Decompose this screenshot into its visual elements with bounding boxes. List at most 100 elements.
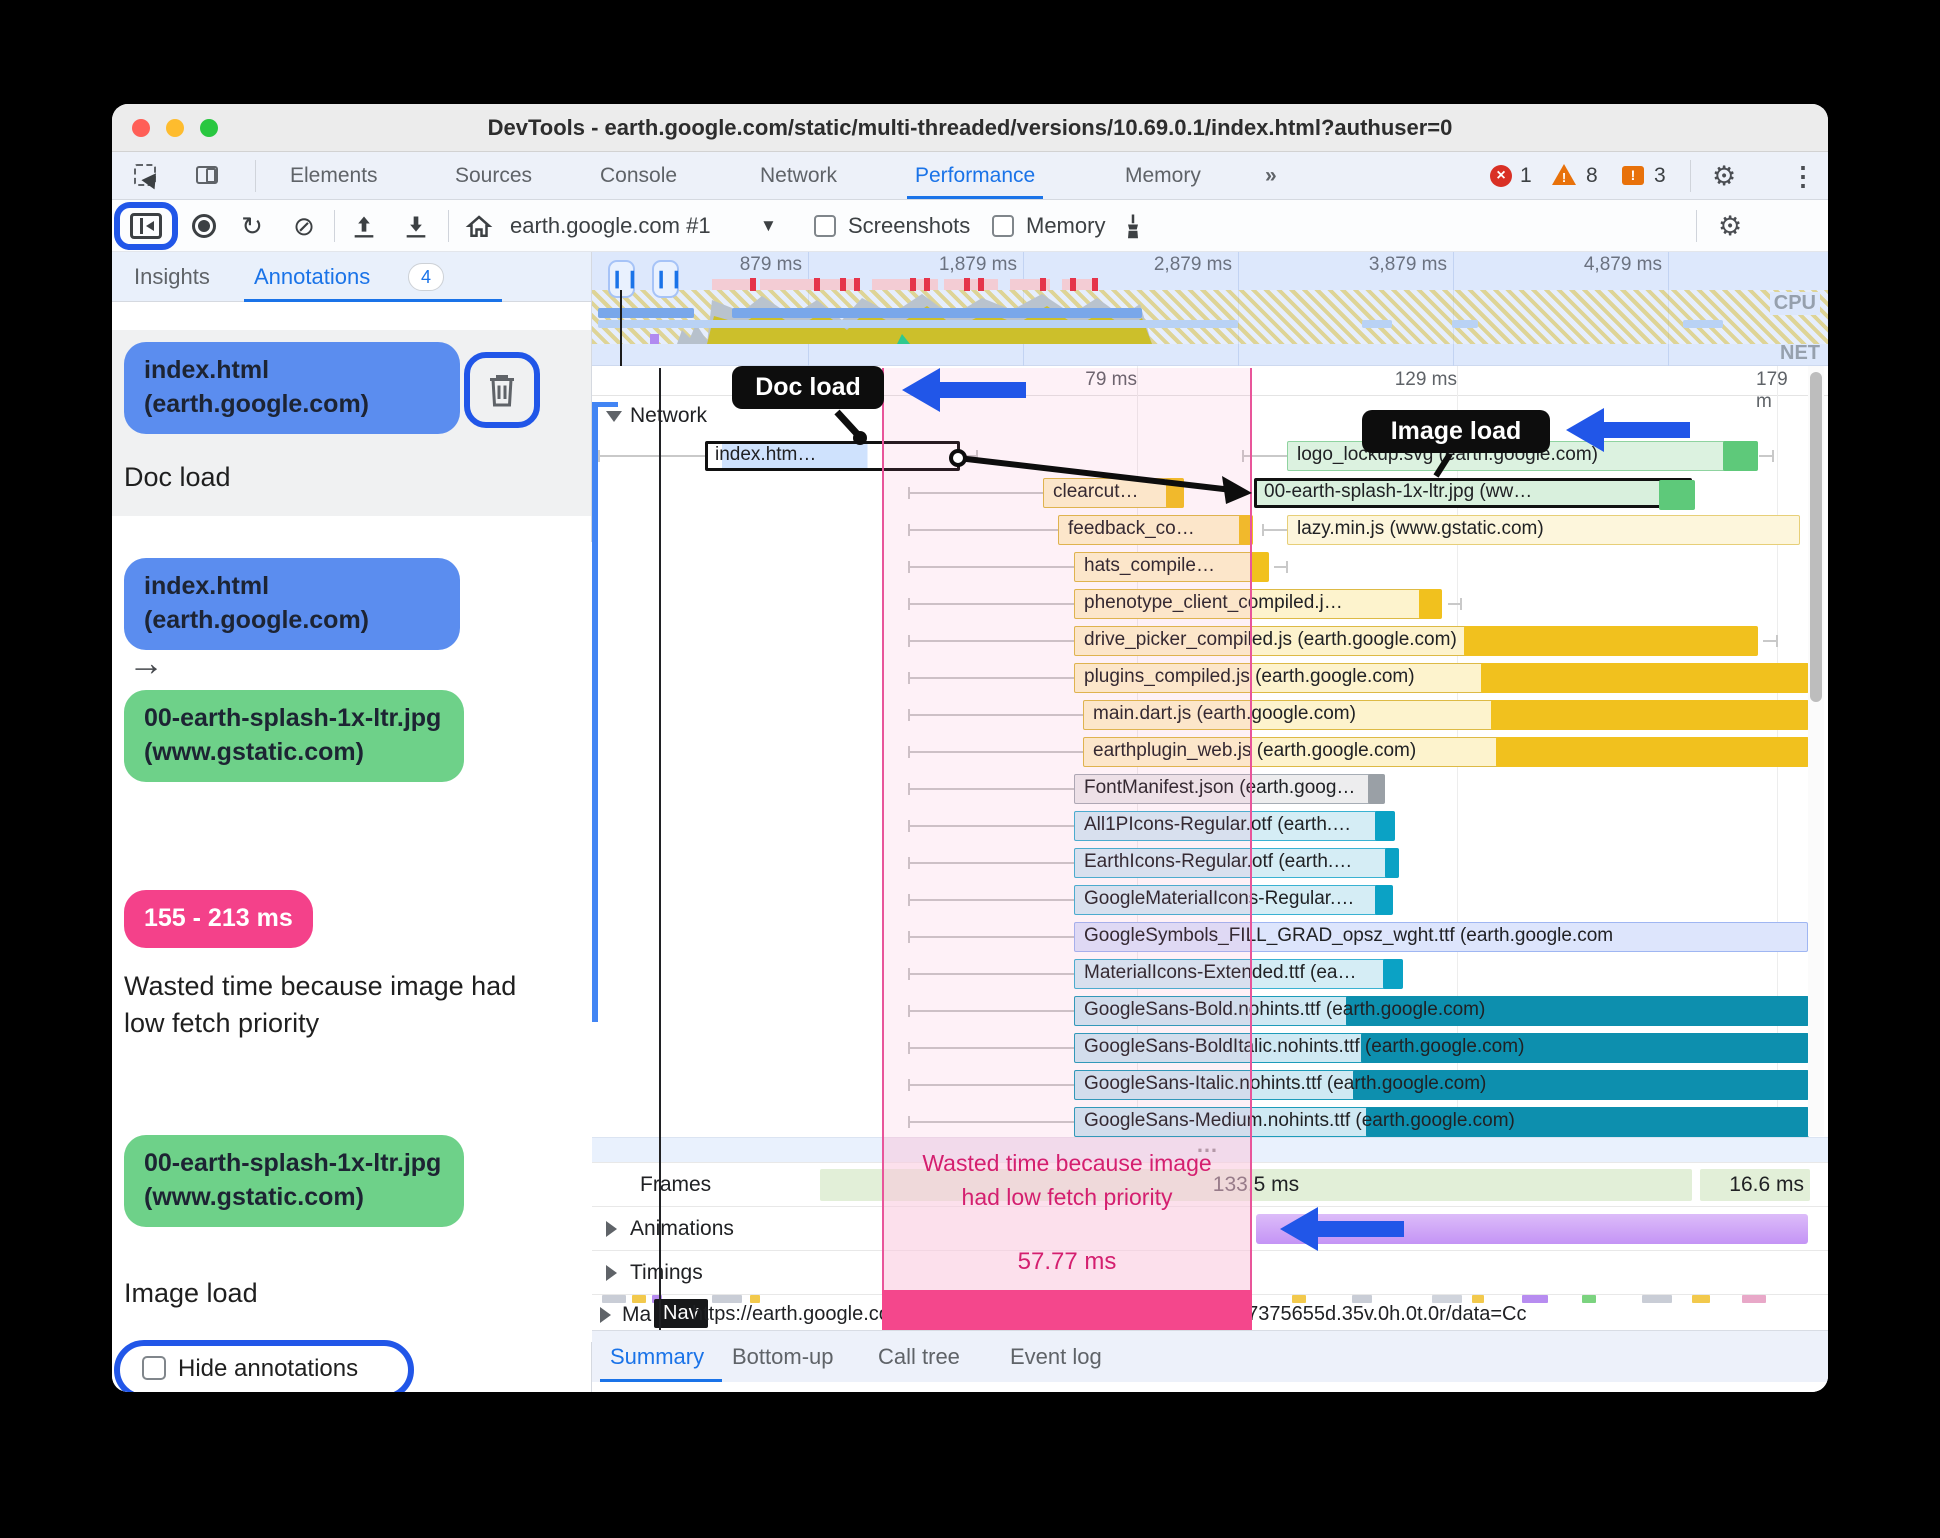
- network-request-row[interactable]: All1PIcons-Regular.otf (earth.…: [592, 808, 1828, 845]
- tab-performance[interactable]: Performance: [907, 152, 1044, 199]
- network-request-bar[interactable]: [1074, 625, 1758, 656]
- annotation-range-pill[interactable]: 155 - 213 ms: [124, 890, 313, 948]
- network-request-bar[interactable]: [1074, 1069, 1809, 1100]
- screenshots-checkbox[interactable]: [814, 215, 836, 237]
- network-request-bar[interactable]: [1074, 773, 1385, 804]
- network-request-bar[interactable]: [1074, 884, 1393, 915]
- annotation-entity-pill[interactable]: index.html (earth.google.com): [124, 342, 460, 434]
- tab-console[interactable]: Console: [600, 164, 678, 187]
- tab-elements[interactable]: Elements: [290, 164, 378, 187]
- network-request-bar[interactable]: [1083, 736, 1809, 767]
- more-tabs-icon[interactable]: »: [1265, 164, 1277, 187]
- network-request-row[interactable]: clearcut… 00-earth-splash-1x-ltr.jpg (ww…: [592, 475, 1828, 512]
- expand-triangle-icon[interactable]: [606, 1221, 617, 1237]
- network-request-bar[interactable]: [1074, 551, 1269, 582]
- network-request-bar[interactable]: [705, 441, 960, 471]
- request-download-segment: [1481, 662, 1809, 693]
- network-request-row[interactable]: phenotype_client_compiled.j…: [592, 586, 1828, 623]
- delete-annotation-icon[interactable]: [484, 370, 520, 410]
- warning-badge-icon[interactable]: [1552, 164, 1576, 185]
- annotation-link-to-pill[interactable]: 00-earth-splash-1x-ltr.jpg (www.gstatic.…: [124, 690, 464, 782]
- tab-bottom-up[interactable]: Bottom-up: [732, 1344, 834, 1369]
- record-button[interactable]: [192, 214, 216, 238]
- network-request-bar[interactable]: [1074, 588, 1442, 619]
- network-request-row[interactable]: main.dart.js (earth.google.com): [592, 697, 1828, 734]
- tab-annotations[interactable]: Annotations: [254, 264, 371, 289]
- target-selector-chevron-icon[interactable]: ▼: [760, 216, 777, 235]
- annotation-entry-range[interactable]: 155 - 213 ms Wasted time because image h…: [112, 872, 592, 1152]
- network-request-row[interactable]: GoogleSans-Medium.nohints.ttf (earth.goo…: [592, 1104, 1828, 1141]
- close-window-button[interactable]: [132, 119, 150, 137]
- network-request-bar[interactable]: [1074, 922, 1808, 952]
- network-track-header[interactable]: Network: [606, 404, 707, 428]
- doc-load-annotation-label[interactable]: Doc load: [732, 366, 884, 409]
- clear-icon[interactable]: ⊘: [293, 211, 315, 241]
- network-request-row[interactable]: FontManifest.json (earth.goog…: [592, 771, 1828, 808]
- home-icon[interactable]: [464, 212, 494, 242]
- network-request-row[interactable]: GoogleSans-BoldItalic.nohints.ttf (earth…: [592, 1030, 1828, 1067]
- animation-bar[interactable]: [1256, 1214, 1808, 1244]
- network-request-row[interactable]: earthplugin_web.js (earth.google.com): [592, 734, 1828, 771]
- network-request-bar[interactable]: [1074, 847, 1399, 878]
- network-request-row[interactable]: EarthIcons-Regular.otf (earth.…: [592, 845, 1828, 882]
- annotation-link-from-pill[interactable]: index.html (earth.google.com): [124, 558, 460, 650]
- request-whisker: [908, 894, 1074, 906]
- upload-profile-icon[interactable]: [350, 213, 378, 241]
- vertical-scrollbar[interactable]: [1808, 366, 1824, 1136]
- reload-record-icon[interactable]: ↻: [241, 211, 263, 241]
- network-request-bar[interactable]: [1287, 515, 1800, 545]
- tab-summary[interactable]: Summary: [610, 1344, 705, 1369]
- network-request-row[interactable]: GoogleSans-Italic.nohints.ttf (earth.goo…: [592, 1067, 1828, 1104]
- download-profile-icon[interactable]: [402, 213, 430, 241]
- network-request-row[interactable]: GoogleSans-Bold.nohints.ttf (earth.googl…: [592, 993, 1828, 1030]
- network-request-bar[interactable]: [1074, 958, 1403, 989]
- network-request-bar[interactable]: [1074, 1106, 1809, 1137]
- more-options-icon[interactable]: ⋮: [1790, 161, 1816, 191]
- memory-checkbox[interactable]: [992, 215, 1014, 237]
- network-request-row[interactable]: GoogleSymbols_FILL_GRAD_opsz_wght.ttf (e…: [592, 919, 1828, 956]
- annotation-entry-doc-load[interactable]: index.html (earth.google.com) Doc load: [112, 330, 591, 516]
- long-task-tick: [978, 278, 984, 291]
- expand-triangle-icon[interactable]: [606, 1265, 617, 1281]
- network-request-row[interactable]: plugins_compiled.js (earth.google.com): [592, 660, 1828, 697]
- annotation-entry-link[interactable]: index.html (earth.google.com) → 00-earth…: [112, 542, 592, 982]
- network-request-bar[interactable]: [1083, 699, 1809, 730]
- network-request-row[interactable]: GoogleMaterialIcons-Regular.…: [592, 882, 1828, 919]
- breadcrumb-pause-icon[interactable]: ❙❙: [652, 260, 684, 298]
- frame-duration-bar[interactable]: 16.6 ms: [1700, 1169, 1810, 1201]
- tab-memory[interactable]: Memory: [1125, 164, 1201, 187]
- network-request-row[interactable]: feedback_co… lazy.min.js (www.gstatic.com…: [592, 512, 1828, 549]
- network-request-bar[interactable]: [1058, 514, 1253, 545]
- toggle-sidebar-button[interactable]: [130, 213, 162, 239]
- collapse-triangle-icon[interactable]: [606, 411, 622, 422]
- image-load-annotation-label[interactable]: Image load: [1362, 410, 1550, 453]
- scrollbar-thumb[interactable]: [1810, 372, 1822, 702]
- expand-triangle-icon[interactable]: [600, 1307, 611, 1323]
- network-request-row[interactable]: drive_picker_compiled.js (earth.google.c…: [592, 623, 1828, 660]
- minimize-window-button[interactable]: [166, 119, 184, 137]
- tab-insights[interactable]: Insights: [134, 264, 210, 289]
- settings-gear-icon[interactable]: ⚙: [1712, 161, 1737, 191]
- error-badge-icon[interactable]: ×: [1490, 165, 1512, 187]
- capture-settings-gear-icon[interactable]: ⚙: [1718, 211, 1743, 241]
- tab-call-tree[interactable]: Call tree: [878, 1344, 960, 1369]
- tab-network[interactable]: Network: [760, 164, 838, 187]
- target-selector[interactable]: earth.google.com #1: [510, 213, 711, 238]
- timeline-overview[interactable]: 879 ms1,879 ms2,879 ms3,879 ms4,879 ms5,…: [592, 252, 1828, 366]
- maximize-window-button[interactable]: [200, 119, 218, 137]
- hide-annotations-checkbox[interactable]: [142, 1356, 166, 1380]
- network-request-bar[interactable]: [1074, 662, 1809, 693]
- issues-badge-icon[interactable]: !: [1622, 166, 1644, 185]
- network-request-bar[interactable]: [1074, 995, 1809, 1026]
- tab-event-log[interactable]: Event log: [1010, 1344, 1102, 1369]
- network-request-row[interactable]: hats_compile…: [592, 549, 1828, 586]
- annotation-entity-pill[interactable]: 00-earth-splash-1x-ltr.jpg (www.gstatic.…: [124, 1135, 464, 1227]
- garbage-collect-brush-icon[interactable]: [1118, 212, 1148, 242]
- network-request-bar[interactable]: [1254, 478, 1695, 510]
- network-request-bar[interactable]: [1074, 810, 1395, 841]
- request-download-segment: [1496, 736, 1809, 767]
- network-request-row[interactable]: MaterialIcons-Extended.ttf (ea…: [592, 956, 1828, 993]
- annotation-entry-image-load[interactable]: 00-earth-splash-1x-ltr.jpg (www.gstatic.…: [112, 1122, 592, 1342]
- tab-sources[interactable]: Sources: [455, 164, 533, 187]
- network-request-bar[interactable]: [1074, 1032, 1809, 1063]
